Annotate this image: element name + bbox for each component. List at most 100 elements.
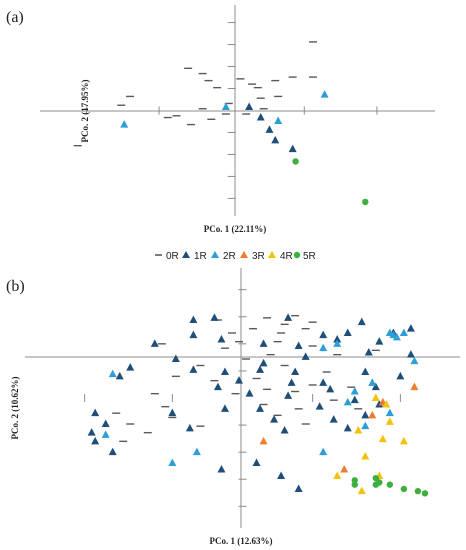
point-1R [220, 404, 229, 412]
point-1R [291, 367, 300, 375]
point-1R [220, 367, 229, 375]
point-1R [294, 484, 303, 492]
point-3R [368, 410, 377, 419]
point-2R [319, 343, 328, 352]
point-2R [350, 387, 359, 395]
point-1R [361, 410, 370, 419]
point-5R [372, 474, 380, 482]
point-1R [217, 465, 226, 473]
point-1R [189, 315, 198, 323]
point-1R [315, 402, 324, 410]
point-1R [210, 313, 219, 321]
point-1R [265, 125, 274, 133]
point-1R [333, 335, 342, 343]
point-1R [326, 384, 335, 393]
point-2R [333, 339, 342, 347]
point-1R [108, 447, 117, 456]
point-1R [171, 354, 180, 362]
point-3R [340, 465, 349, 473]
legend-marker-1R [182, 251, 190, 258]
point-4R [371, 393, 380, 401]
point-5R [414, 487, 422, 495]
point-2R [392, 332, 401, 341]
point-1R [185, 423, 194, 432]
point-1R [280, 426, 289, 434]
point-1R [277, 471, 286, 479]
point-1R [301, 352, 310, 360]
panel-b-points [87, 313, 429, 497]
point-1R [189, 330, 198, 339]
point-1R [371, 382, 380, 391]
legend-label-4R: 4R [280, 251, 293, 262]
legend-item-3R: 3R [240, 251, 265, 262]
point-2R [410, 356, 419, 365]
point-5R [292, 158, 299, 165]
point-1R [259, 358, 268, 367]
point-1R [217, 335, 226, 343]
panel-a-ticks [85, 22, 378, 199]
legend-label-2R: 2R [223, 251, 236, 262]
point-1R [126, 363, 135, 371]
point-2R [101, 430, 110, 438]
point-1R [270, 415, 279, 423]
point-5R [400, 485, 408, 493]
point-1R [256, 365, 265, 373]
point-4R [333, 471, 342, 479]
panel-b: (b) PCo. 1 (12.63%) PCo. 2 (10.62%) [6, 268, 460, 546]
point-1R [150, 339, 159, 347]
panel-a-x-title: PCo. 1 (22.11%) [204, 224, 267, 234]
point-4R [357, 486, 366, 495]
panel-b-label: (b) [6, 278, 25, 295]
point-1R [396, 371, 405, 380]
panel-b-x-title: PCo. 1 (12.63%) [210, 536, 273, 546]
point-4R [382, 400, 391, 408]
point-1R [213, 382, 222, 391]
point-2R [385, 408, 394, 417]
point-1R [406, 350, 415, 358]
point-1R [189, 365, 198, 373]
point-1R [259, 339, 268, 347]
point-1R [91, 408, 100, 417]
point-2R [168, 458, 177, 466]
legend-item-2R: 2R [211, 251, 236, 262]
legend-label-0R: 0R [166, 251, 179, 262]
point-3R [410, 382, 419, 391]
legend-label-1R: 1R [194, 251, 207, 262]
point-1R [361, 367, 370, 375]
point-1R [406, 324, 415, 332]
point-1R [319, 330, 328, 339]
legend: 0R 1R 2R 3R 4R 5R [155, 251, 316, 262]
point-1R [271, 135, 280, 144]
point-1R [375, 337, 384, 345]
point-2R [399, 328, 408, 336]
point-1R [375, 400, 384, 408]
point-1R [288, 144, 297, 153]
panel-a-points [73, 41, 369, 206]
point-1R [294, 341, 303, 349]
point-1R [168, 408, 177, 417]
legend-item-5R: 5R [293, 251, 316, 262]
point-1R [329, 415, 338, 423]
point-1R [115, 371, 124, 380]
point-2R [320, 90, 329, 98]
point-1R [357, 317, 366, 326]
legend-label-3R: 3R [252, 251, 265, 262]
point-2R [343, 397, 352, 406]
legend-marker-4R [268, 251, 276, 258]
point-1R [234, 376, 243, 384]
point-1R [284, 391, 293, 399]
point-1R [364, 348, 373, 356]
point-1R [87, 428, 96, 436]
point-4R [378, 434, 387, 443]
panel-a-y-title: PCo. 2 (17.95%) [80, 80, 90, 143]
legend-label-5R: 5R [303, 251, 316, 262]
point-4R [399, 436, 408, 445]
point-2R [120, 120, 129, 128]
point-4R [361, 452, 370, 460]
legend-item-1R: 1R [182, 251, 207, 262]
legend-marker-2R [211, 251, 219, 258]
point-5R [386, 481, 394, 488]
point-5R [362, 198, 369, 206]
legend-item-4R: 4R [268, 251, 293, 262]
